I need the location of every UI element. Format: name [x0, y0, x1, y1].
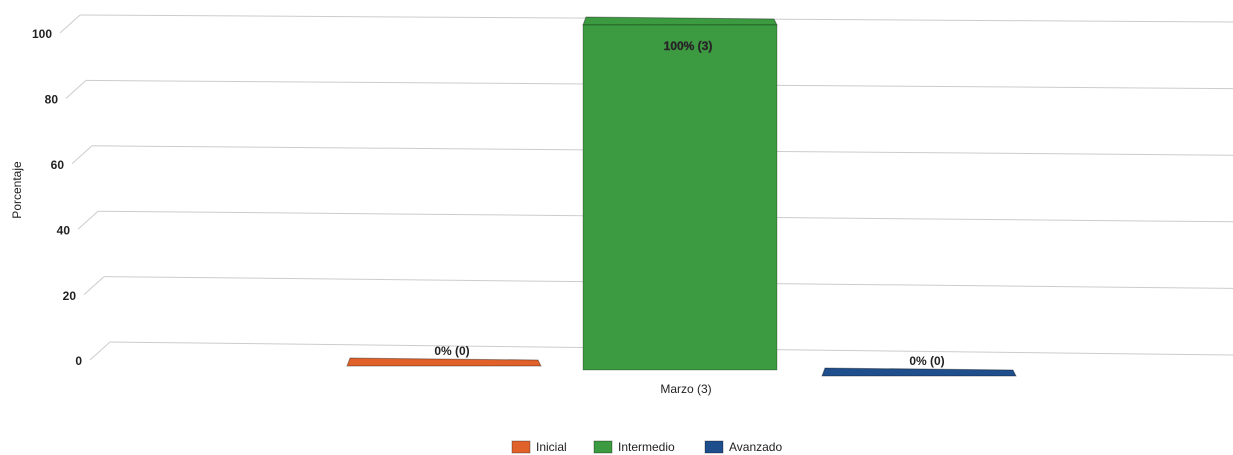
- bar-top: [582, 16, 778, 26]
- y-tick-label: 40: [57, 223, 71, 237]
- tick-mark: [89, 341, 111, 361]
- tick-mark: [71, 145, 93, 165]
- bar-top: [821, 367, 1017, 377]
- legend-swatch: [704, 440, 724, 454]
- value-label: 0% (0): [434, 344, 469, 358]
- y-tick-label: 100: [32, 27, 52, 41]
- tick-mark: [77, 210, 99, 230]
- tick-mark: [83, 276, 105, 295]
- y-tick-label: 80: [45, 93, 59, 107]
- legend-label: Avanzado: [729, 440, 782, 454]
- x-tick-label: Marzo (3): [660, 382, 711, 396]
- bar: [582, 24, 778, 371]
- tick-mark: [65, 80, 87, 99]
- legend-label: Inicial: [536, 440, 567, 454]
- legend-swatch: [511, 440, 531, 454]
- legend-label: Intermedio: [618, 440, 675, 454]
- legend-swatch: [593, 440, 613, 454]
- tick-mark: [59, 14, 81, 34]
- bar-top: [346, 357, 542, 367]
- y-axis-label: Porcentaje: [10, 161, 24, 219]
- y-tick-label: 60: [51, 158, 65, 172]
- y-tick-label: 0: [75, 354, 82, 368]
- value-label: 100% (3): [664, 39, 713, 53]
- y-tick-label: 20: [63, 289, 77, 303]
- value-label: 0% (0): [909, 354, 944, 368]
